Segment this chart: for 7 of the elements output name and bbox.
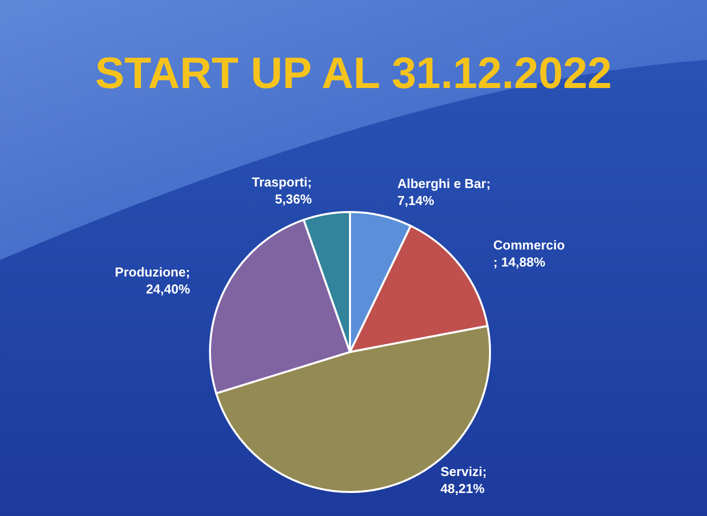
slice-label: Trasporti; 5,36% <box>252 174 312 206</box>
slice-label: Commercio <box>493 238 565 253</box>
data-label: ; 14,88% <box>493 254 546 270</box>
chart-title: START UP AL 31.12.2022 <box>95 49 612 98</box>
slice-label: Produzione; 24,40% <box>114 264 190 296</box>
slice-label: Alberghi e Bar; 7,14% <box>397 176 491 208</box>
slice-label: Servizi; 48,21% <box>440 464 487 496</box>
